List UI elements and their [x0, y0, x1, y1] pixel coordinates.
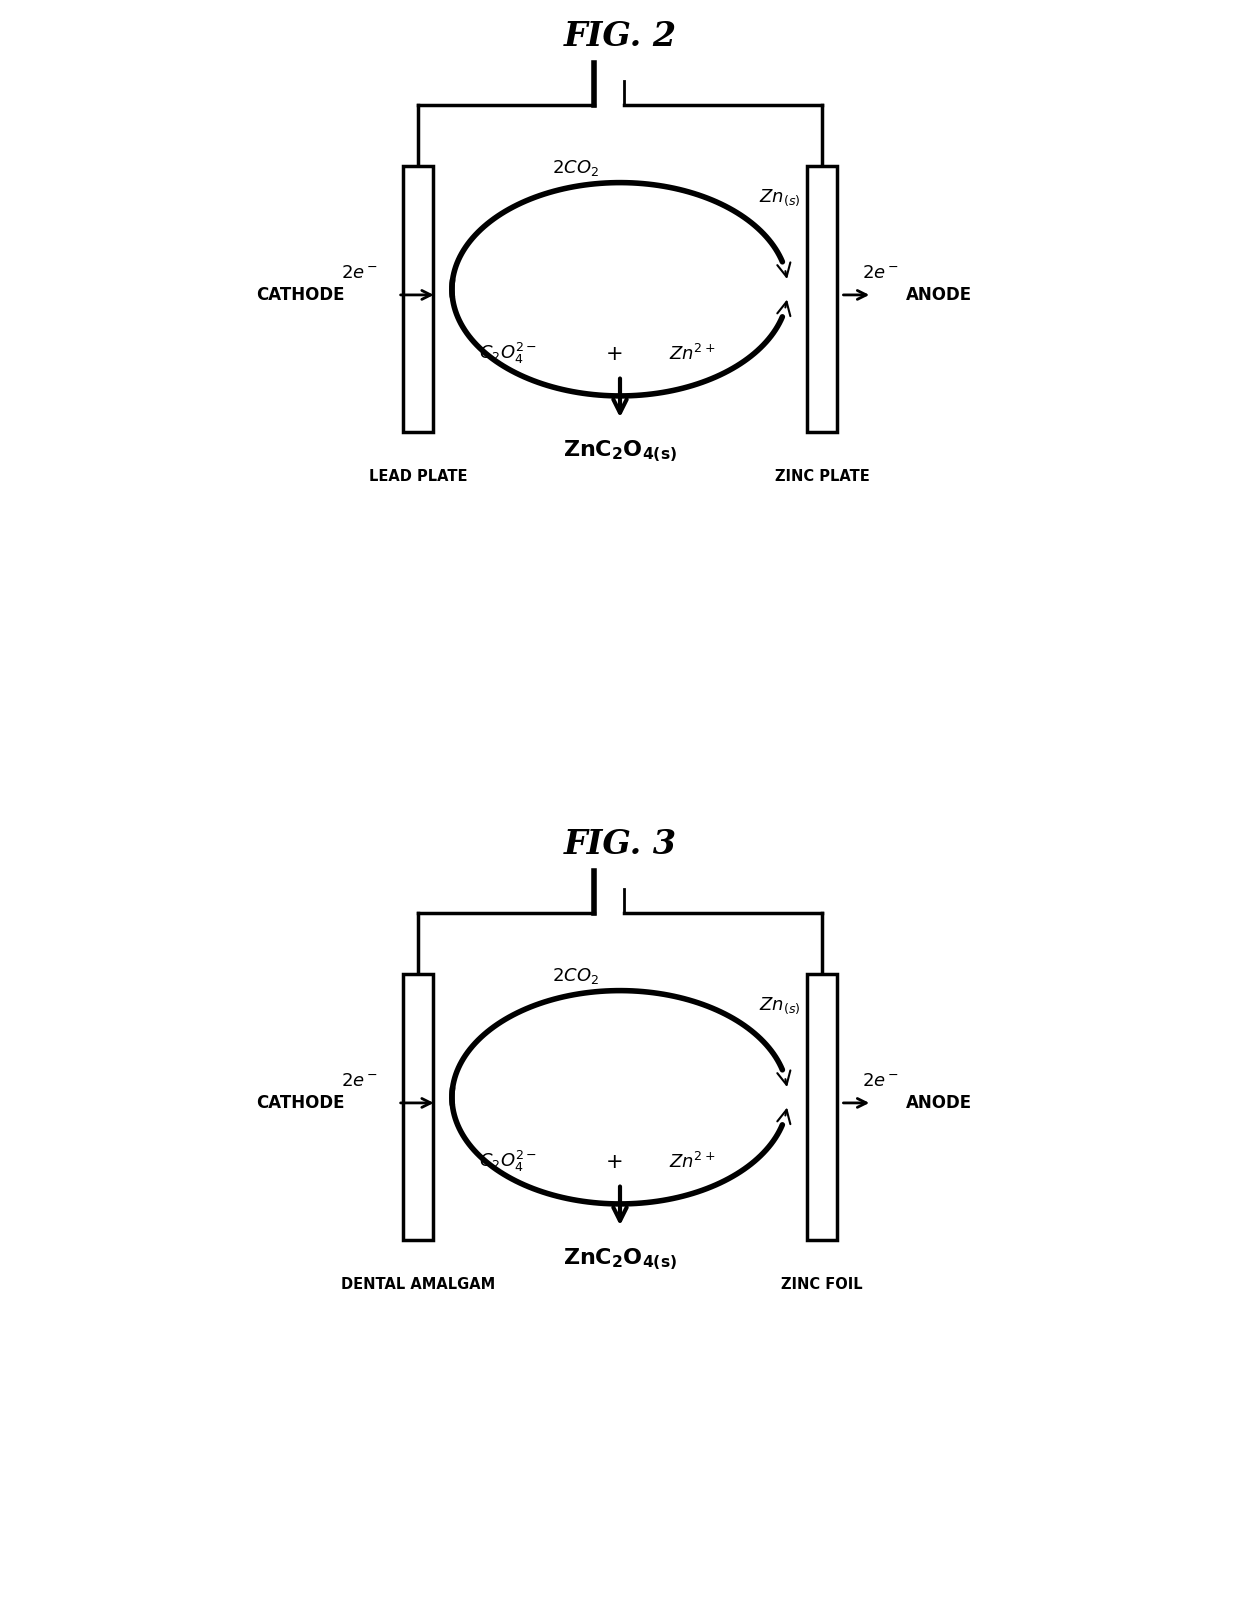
Text: $2e^-$: $2e^-$	[341, 263, 378, 283]
Text: FIG. 2: FIG. 2	[563, 19, 677, 53]
Text: $\mathbf{ZnC_2O_{4(s)}}$: $\mathbf{ZnC_2O_{4(s)}}$	[563, 438, 677, 464]
Bar	[403, 973, 433, 1241]
Text: ANODE: ANODE	[906, 1094, 972, 1112]
Text: $2CO_2$: $2CO_2$	[552, 158, 599, 178]
Text: $2e^-$: $2e^-$	[862, 263, 899, 283]
Text: $2e^-$: $2e^-$	[862, 1071, 899, 1091]
Text: $Zn_{(s)}$: $Zn_{(s)}$	[759, 995, 801, 1016]
Text: LEAD PLATE: LEAD PLATE	[368, 469, 467, 485]
Text: ZINC FOIL: ZINC FOIL	[781, 1277, 863, 1293]
Text: $C_2O_4^{2-}$: $C_2O_4^{2-}$	[480, 341, 538, 367]
Text: $Zn^{2+}$: $Zn^{2+}$	[670, 344, 715, 364]
Bar	[807, 973, 837, 1241]
Text: $2e^-$: $2e^-$	[341, 1071, 378, 1091]
Text: $Zn^{2+}$: $Zn^{2+}$	[670, 1152, 715, 1172]
Text: $+$: $+$	[605, 1152, 622, 1172]
Bar	[807, 165, 837, 431]
Text: ZINC PLATE: ZINC PLATE	[775, 469, 869, 485]
Text: CATHODE: CATHODE	[257, 1094, 345, 1112]
Text: $+$: $+$	[605, 344, 622, 364]
Text: FIG. 3: FIG. 3	[563, 827, 677, 861]
Text: $Zn_{(s)}$: $Zn_{(s)}$	[759, 187, 801, 208]
Text: ANODE: ANODE	[906, 286, 972, 304]
Text: CATHODE: CATHODE	[257, 286, 345, 304]
Text: $\mathbf{ZnC_2O_{4(s)}}$: $\mathbf{ZnC_2O_{4(s)}}$	[563, 1246, 677, 1272]
Text: DENTAL AMALGAM: DENTAL AMALGAM	[341, 1277, 495, 1293]
Bar	[403, 165, 433, 431]
Text: $2CO_2$: $2CO_2$	[552, 966, 599, 986]
Text: $C_2O_4^{2-}$: $C_2O_4^{2-}$	[480, 1149, 538, 1175]
